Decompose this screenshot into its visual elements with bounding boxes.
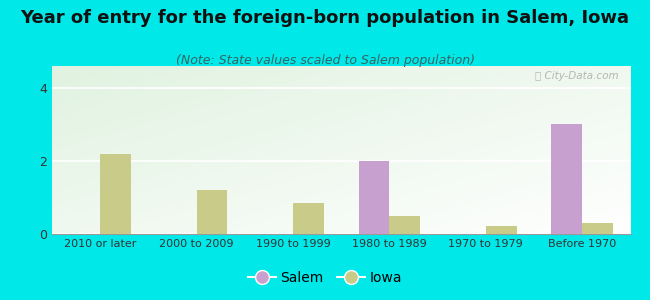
Bar [551, 124, 582, 234]
Bar [359, 161, 389, 234]
Text: ⓘ City-Data.com: ⓘ City-Data.com [536, 71, 619, 81]
Bar [293, 203, 324, 234]
Text: Year of entry for the foreign-born population in Salem, Iowa: Year of entry for the foreign-born popul… [21, 9, 629, 27]
Legend: Salem, Iowa: Salem, Iowa [242, 265, 408, 290]
Bar [486, 226, 517, 234]
Bar [100, 154, 131, 234]
Bar [196, 190, 227, 234]
Bar [582, 223, 613, 234]
Text: (Note: State values scaled to Salem population): (Note: State values scaled to Salem popu… [176, 54, 474, 67]
Bar [389, 217, 421, 234]
